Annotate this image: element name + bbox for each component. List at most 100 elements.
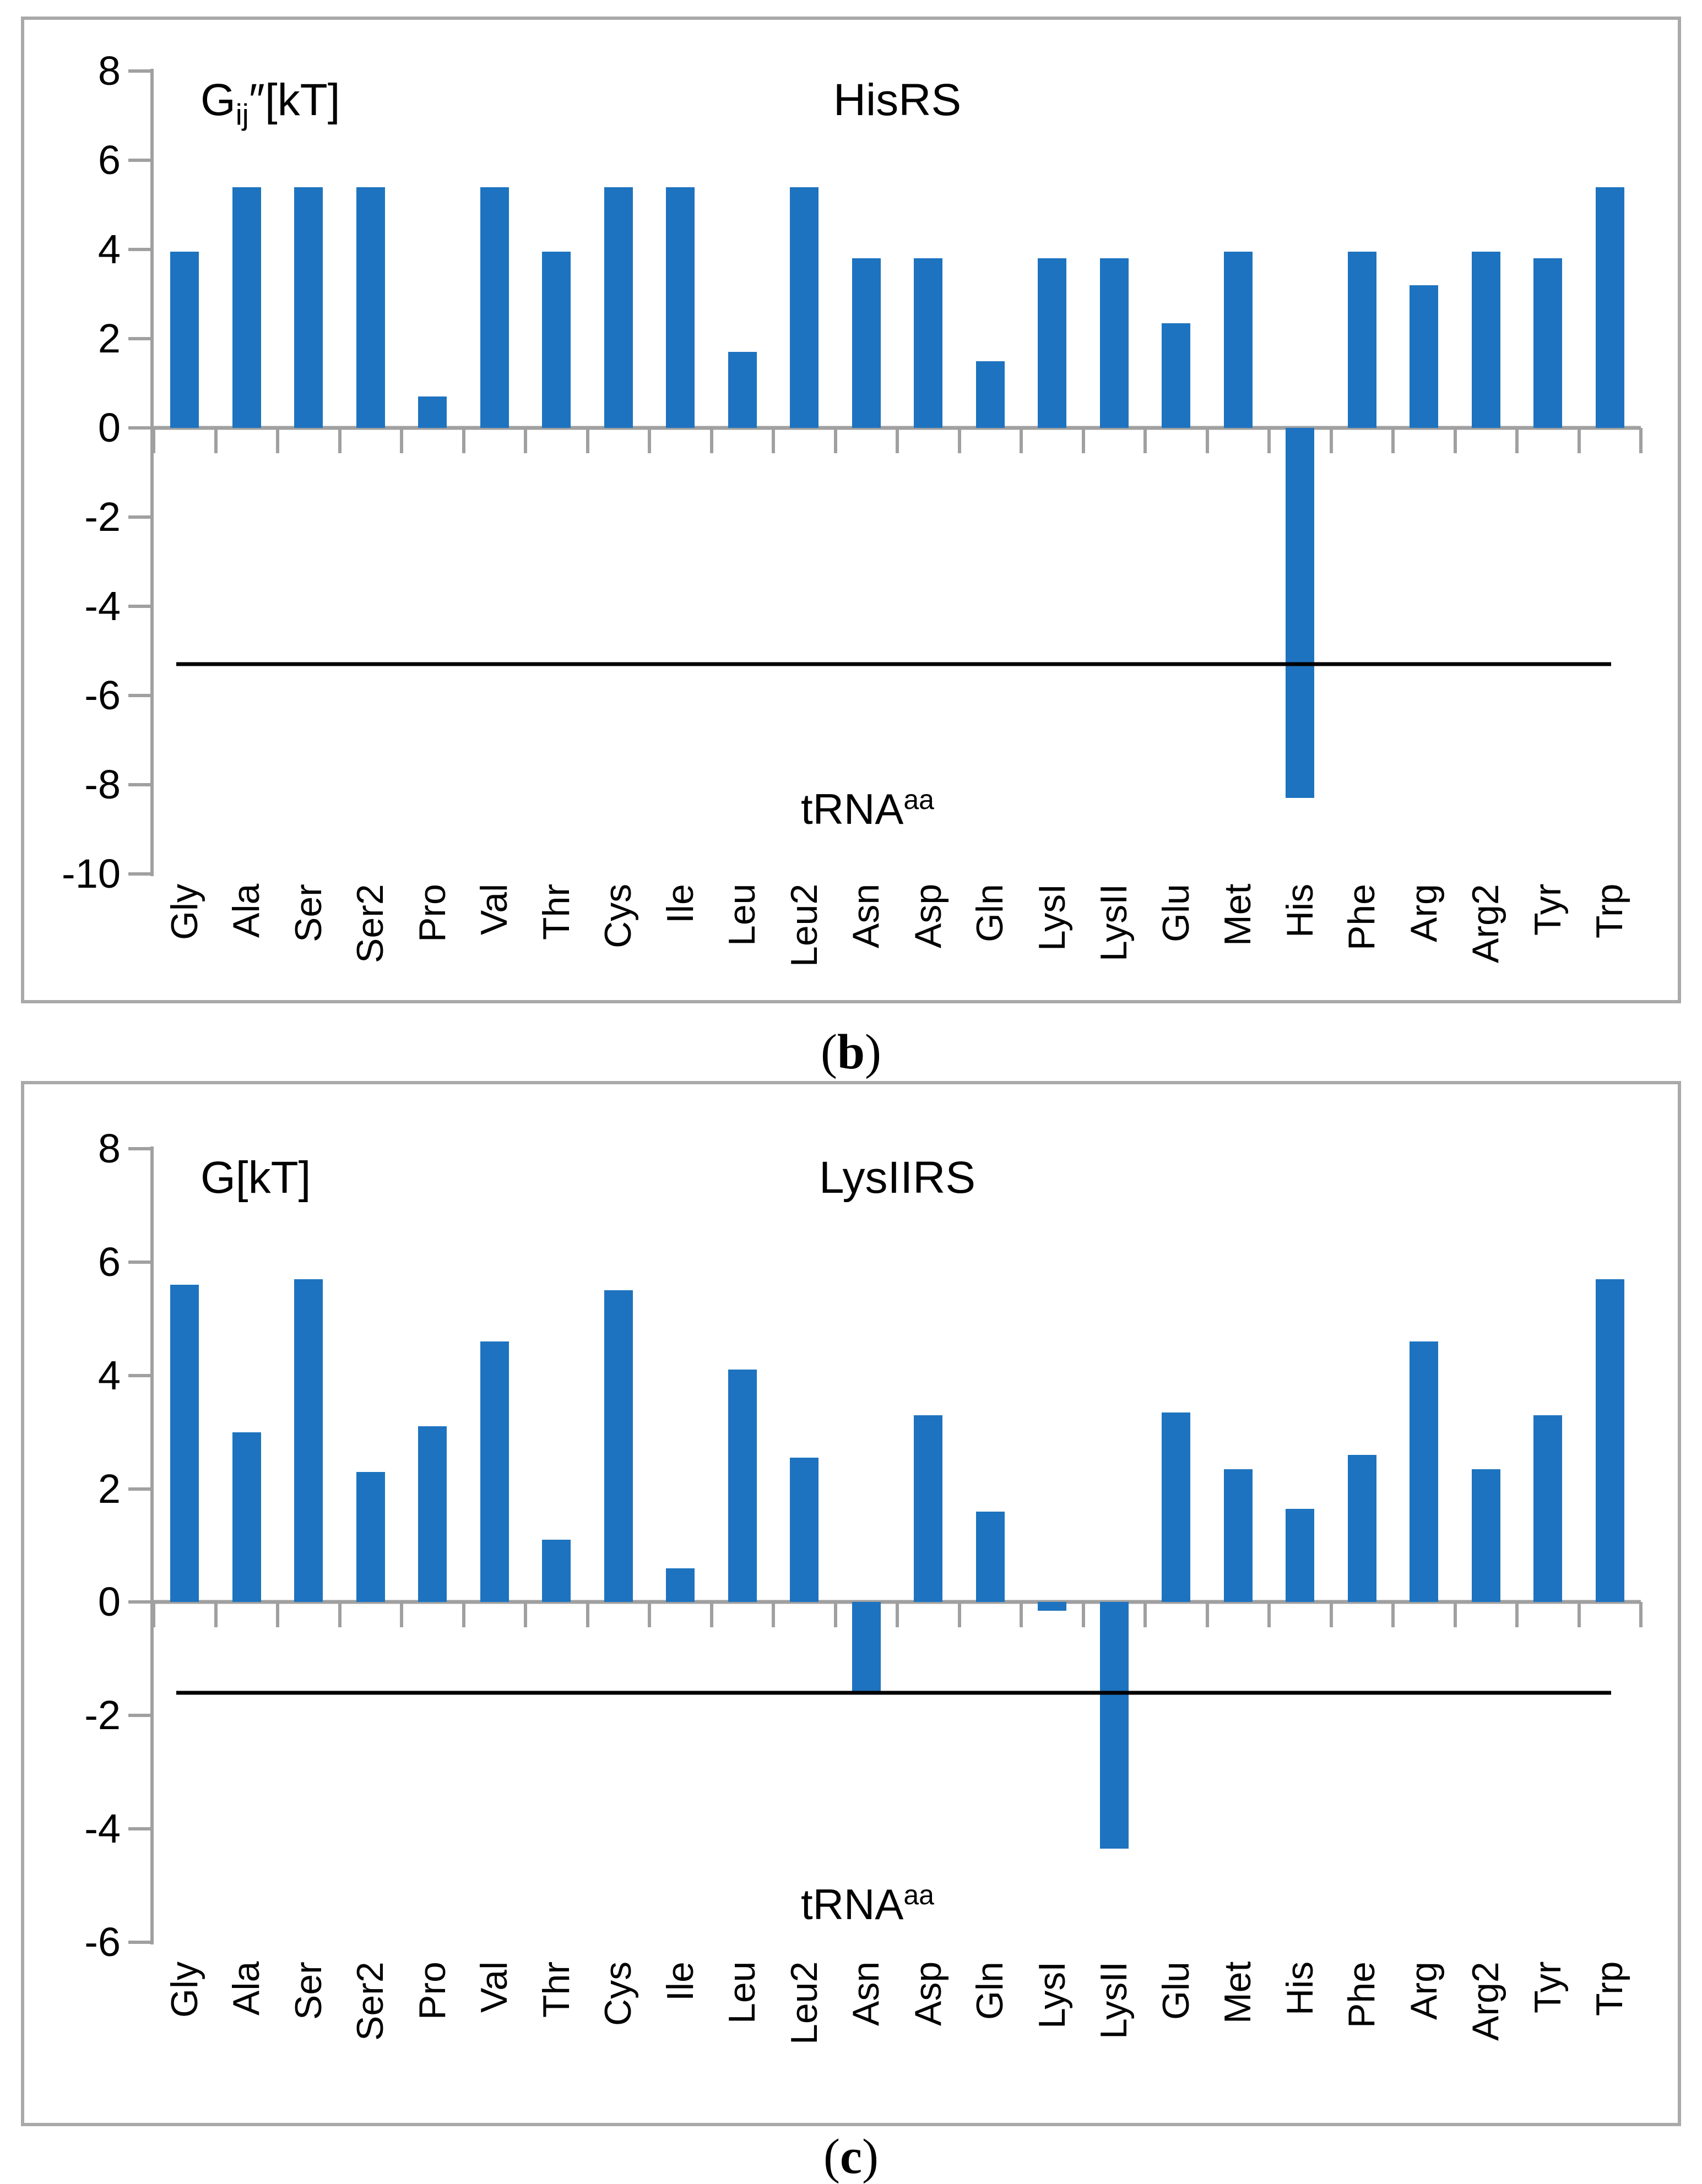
x-label-slot: Asp [897, 1962, 960, 2118]
x-category-label-Asn: Asn [845, 1962, 887, 2027]
x-category-label-Gln: Gln [969, 884, 1011, 942]
bar-Pro [418, 1426, 447, 1602]
bar-Pro [418, 396, 447, 428]
y-axis-title: Gij″[kT] [200, 75, 340, 132]
x-tick-mark [214, 1602, 218, 1628]
bar-Asp [914, 1415, 943, 1602]
bar-Val [480, 187, 509, 428]
x-category-label-LysI: LysI [1031, 884, 1073, 952]
x-tick-mark [1453, 427, 1457, 453]
x-tick-mark [833, 1602, 837, 1628]
x-category-label-Leu: Leu [721, 884, 763, 947]
y-tick-mark [128, 426, 150, 430]
x-axis-title: tRNAaa [801, 1879, 934, 1928]
x-category-label-Ala: Ala [225, 1962, 268, 2016]
figure-caption-b: (b) [820, 1025, 882, 1079]
x-category-label-Leu2: Leu2 [783, 884, 825, 968]
x-tick-mark [400, 1602, 403, 1628]
x-tick-mark [957, 427, 961, 453]
bar-Thr [542, 1540, 571, 1602]
x-label-slot: Arg [1393, 1962, 1455, 2118]
x-category-label-Trp: Trp [1589, 884, 1631, 939]
x-category-label-LysI: LysI [1031, 1962, 1073, 2029]
x-label-slot: Gly [154, 884, 216, 1035]
bar-LysII [1099, 258, 1129, 428]
x-category-label-Asp: Asp [907, 884, 949, 949]
y-axis-line [150, 69, 154, 876]
x-label-slot: Ser2 [340, 884, 402, 1035]
y-tick-label: -8 [84, 761, 121, 807]
y-axis-title: G[kT] [200, 1153, 311, 1203]
x-tick-mark [1081, 427, 1085, 453]
x-category-label-Ser2: Ser2 [349, 884, 392, 963]
x-category-label-LysII: LysII [1093, 1962, 1135, 2040]
x-tick-mark [276, 1602, 279, 1628]
chart-panel-lysiirs: G[kT] LysIIRS tRNAaa 8 6 4 2 0 -2 -4 -6 Gly Ala S… [21, 1081, 1681, 2126]
x-label-slot: LysII [1083, 884, 1146, 1035]
x-tick-mark [1205, 427, 1209, 453]
x-category-label-Glu: Glu [1154, 1962, 1197, 2020]
x-tick-mark [896, 1602, 899, 1628]
x-label-slot: Trp [1579, 884, 1641, 1035]
bar-Tyr [1533, 258, 1563, 428]
x-category-label-Glu: Glu [1154, 884, 1197, 942]
x-tick-mark [1639, 427, 1643, 453]
y-tick-label: 4 [97, 1352, 121, 1398]
x-label-slot: Ser2 [340, 1962, 402, 2118]
x-tick-mark [338, 1602, 342, 1628]
x-tick-mark [1329, 427, 1333, 453]
bar-Arg2 [1471, 1469, 1500, 1602]
x-label-slot: Asp [897, 884, 960, 1035]
x-category-label-Ala: Ala [225, 884, 268, 938]
x-tick-mark [1267, 427, 1271, 453]
x-tick-mark [462, 427, 465, 453]
x-tick-mark [214, 427, 218, 453]
x-label-slot: Cys [588, 1962, 650, 2118]
x-label-slot: LysI [1021, 1962, 1083, 2118]
bar-Gly [170, 252, 199, 428]
bar-Gln [975, 361, 1005, 428]
bar-His [1286, 1508, 1315, 1602]
x-tick-mark [1329, 1602, 1333, 1628]
x-category-label-Pro: Pro [411, 1962, 453, 2020]
x-axis-title-superscript: aa [903, 1879, 934, 1910]
x-label-slot: His [1269, 1962, 1331, 2118]
x-category-label-LysII: LysII [1093, 884, 1135, 962]
x-label-slot: His [1269, 884, 1331, 1035]
x-category-label-Gly: Gly [163, 884, 205, 940]
x-category-label-Arg2: Arg2 [1465, 884, 1507, 963]
bar-Leu2 [790, 1457, 819, 1602]
y-tick-mark [128, 605, 150, 608]
x-tick-mark [152, 427, 155, 453]
x-category-label-Asp: Asp [907, 1962, 949, 2027]
bar-Ser2 [356, 1471, 385, 1602]
bar-Arg [1410, 285, 1439, 428]
figure-caption-c: (c) [823, 2129, 879, 2184]
x-axis-title-superscript: aa [903, 784, 934, 815]
x-tick-mark [586, 1602, 589, 1628]
y-tick-mark [128, 1941, 150, 1944]
y-axis-title-subscript: ij [235, 98, 249, 132]
x-category-label-Leu: Leu [721, 1962, 763, 2024]
bar-Asp [914, 258, 943, 428]
x-label-slot: Ile [649, 1962, 712, 2118]
x-tick-mark [957, 1602, 961, 1628]
x-tick-mark [1205, 1602, 1209, 1628]
y-tick-label: -2 [84, 494, 121, 540]
y-tick-mark [128, 1600, 150, 1604]
x-label-slot: Gln [960, 1962, 1022, 2118]
x-category-label-Arg: Arg [1402, 1962, 1445, 2020]
y-tick-label: 0 [97, 1579, 121, 1625]
x-tick-mark [1639, 1602, 1643, 1628]
x-tick-mark [462, 1602, 465, 1628]
x-tick-mark [1143, 427, 1147, 453]
x-label-slot: Phe [1331, 884, 1394, 1035]
bar-Cys [604, 1290, 633, 1602]
x-tick-mark [648, 427, 651, 453]
y-tick-mark [128, 1714, 150, 1718]
x-category-label-Phe: Phe [1341, 1962, 1383, 2028]
x-category-label-Val: Val [473, 1962, 516, 2013]
bar-Trp [1595, 187, 1624, 428]
x-category-label-Ile: Ile [659, 1962, 701, 2001]
x-label-slot: Met [1207, 884, 1270, 1035]
